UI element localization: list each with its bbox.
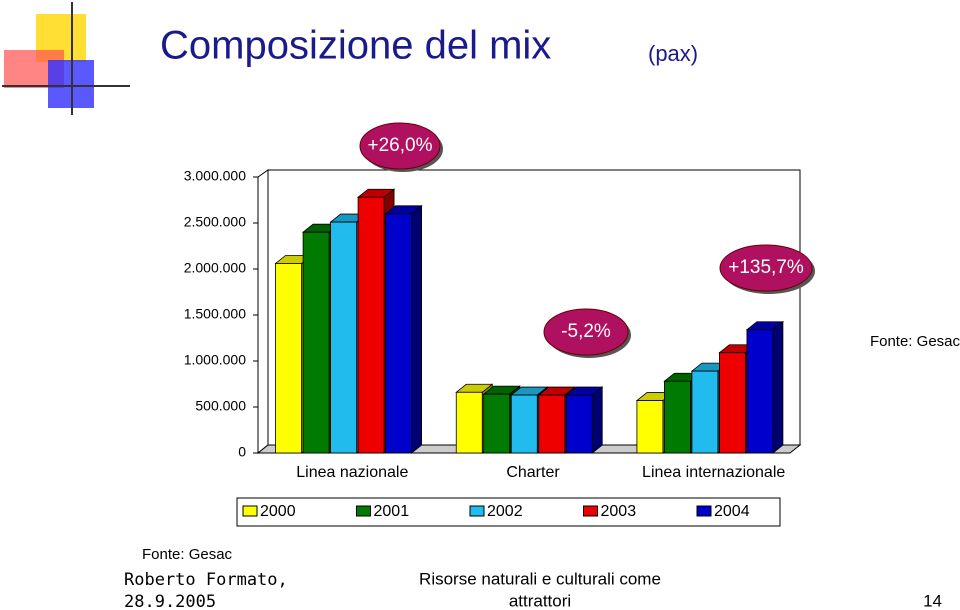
bar bbox=[275, 263, 302, 454]
slide-title: Composizione del mix bbox=[160, 24, 551, 68]
bar bbox=[385, 213, 412, 454]
legend-swatch bbox=[469, 505, 485, 517]
footer-center: attrattori bbox=[509, 591, 571, 610]
annotation: +26,0% bbox=[368, 135, 433, 156]
bar bbox=[636, 400, 664, 454]
source: Fonte: Gesac bbox=[142, 546, 233, 563]
y-tick-label: 1.500.000 bbox=[184, 306, 246, 322]
bar bbox=[302, 231, 330, 454]
y-tick-label: 1.000.000 bbox=[184, 352, 246, 368]
legend-label: 2004 bbox=[714, 503, 750, 520]
x-tick-label: Charter bbox=[506, 464, 560, 481]
y-tick-label: 500.000 bbox=[195, 398, 246, 414]
logo bbox=[2, 2, 130, 115]
legend-label: 2000 bbox=[260, 503, 296, 520]
callout bbox=[543, 308, 629, 356]
bar bbox=[664, 380, 691, 454]
x-tick-label: Linea nazionale bbox=[296, 464, 408, 481]
y-tick-label: 0 bbox=[238, 444, 246, 460]
chart: 0 500.000 1.000.000 1.500.000 2.000.000 2.500… bbox=[184, 122, 815, 527]
bar bbox=[565, 394, 593, 454]
y-tick-label: 3.000.000 bbox=[184, 168, 246, 184]
footer-center: Risorse naturali e culturali come bbox=[419, 569, 661, 588]
annotation: +135,7% bbox=[728, 257, 804, 278]
bar bbox=[538, 394, 566, 454]
bar-side bbox=[411, 204, 422, 454]
bar bbox=[455, 391, 483, 454]
bar bbox=[746, 329, 774, 454]
bar-side bbox=[772, 320, 784, 454]
bar bbox=[510, 394, 538, 454]
legend-swatch bbox=[356, 505, 371, 517]
legend-label: 2003 bbox=[601, 503, 637, 520]
page-number: 14 bbox=[923, 591, 942, 610]
legend-swatch bbox=[696, 505, 712, 517]
bar bbox=[719, 352, 746, 454]
legend-swatch bbox=[583, 505, 598, 517]
x-tick-label: Linea internazionale bbox=[642, 464, 785, 481]
chart-source: Fonte: Gesac bbox=[870, 333, 960, 350]
footer-date: 28.9.2005 bbox=[124, 592, 216, 610]
y-tick-label: 2.500.000 bbox=[184, 214, 246, 230]
legend-label: 2001 bbox=[374, 503, 410, 520]
bar bbox=[483, 393, 511, 454]
bar-side bbox=[591, 386, 603, 454]
legend-swatch bbox=[242, 505, 258, 517]
callout bbox=[359, 122, 441, 170]
bar bbox=[330, 221, 357, 454]
side-wall bbox=[257, 169, 269, 455]
title-unit: (pax) bbox=[648, 41, 698, 66]
annotation: -5,2% bbox=[561, 321, 611, 342]
bar bbox=[691, 370, 719, 454]
legend-box bbox=[236, 497, 781, 527]
legend-label: 2002 bbox=[487, 503, 523, 520]
callout bbox=[719, 244, 813, 292]
bar bbox=[357, 196, 385, 454]
footer-author: Roberto Formato, bbox=[124, 570, 288, 590]
y-tick-label: 2.000.000 bbox=[184, 260, 246, 276]
